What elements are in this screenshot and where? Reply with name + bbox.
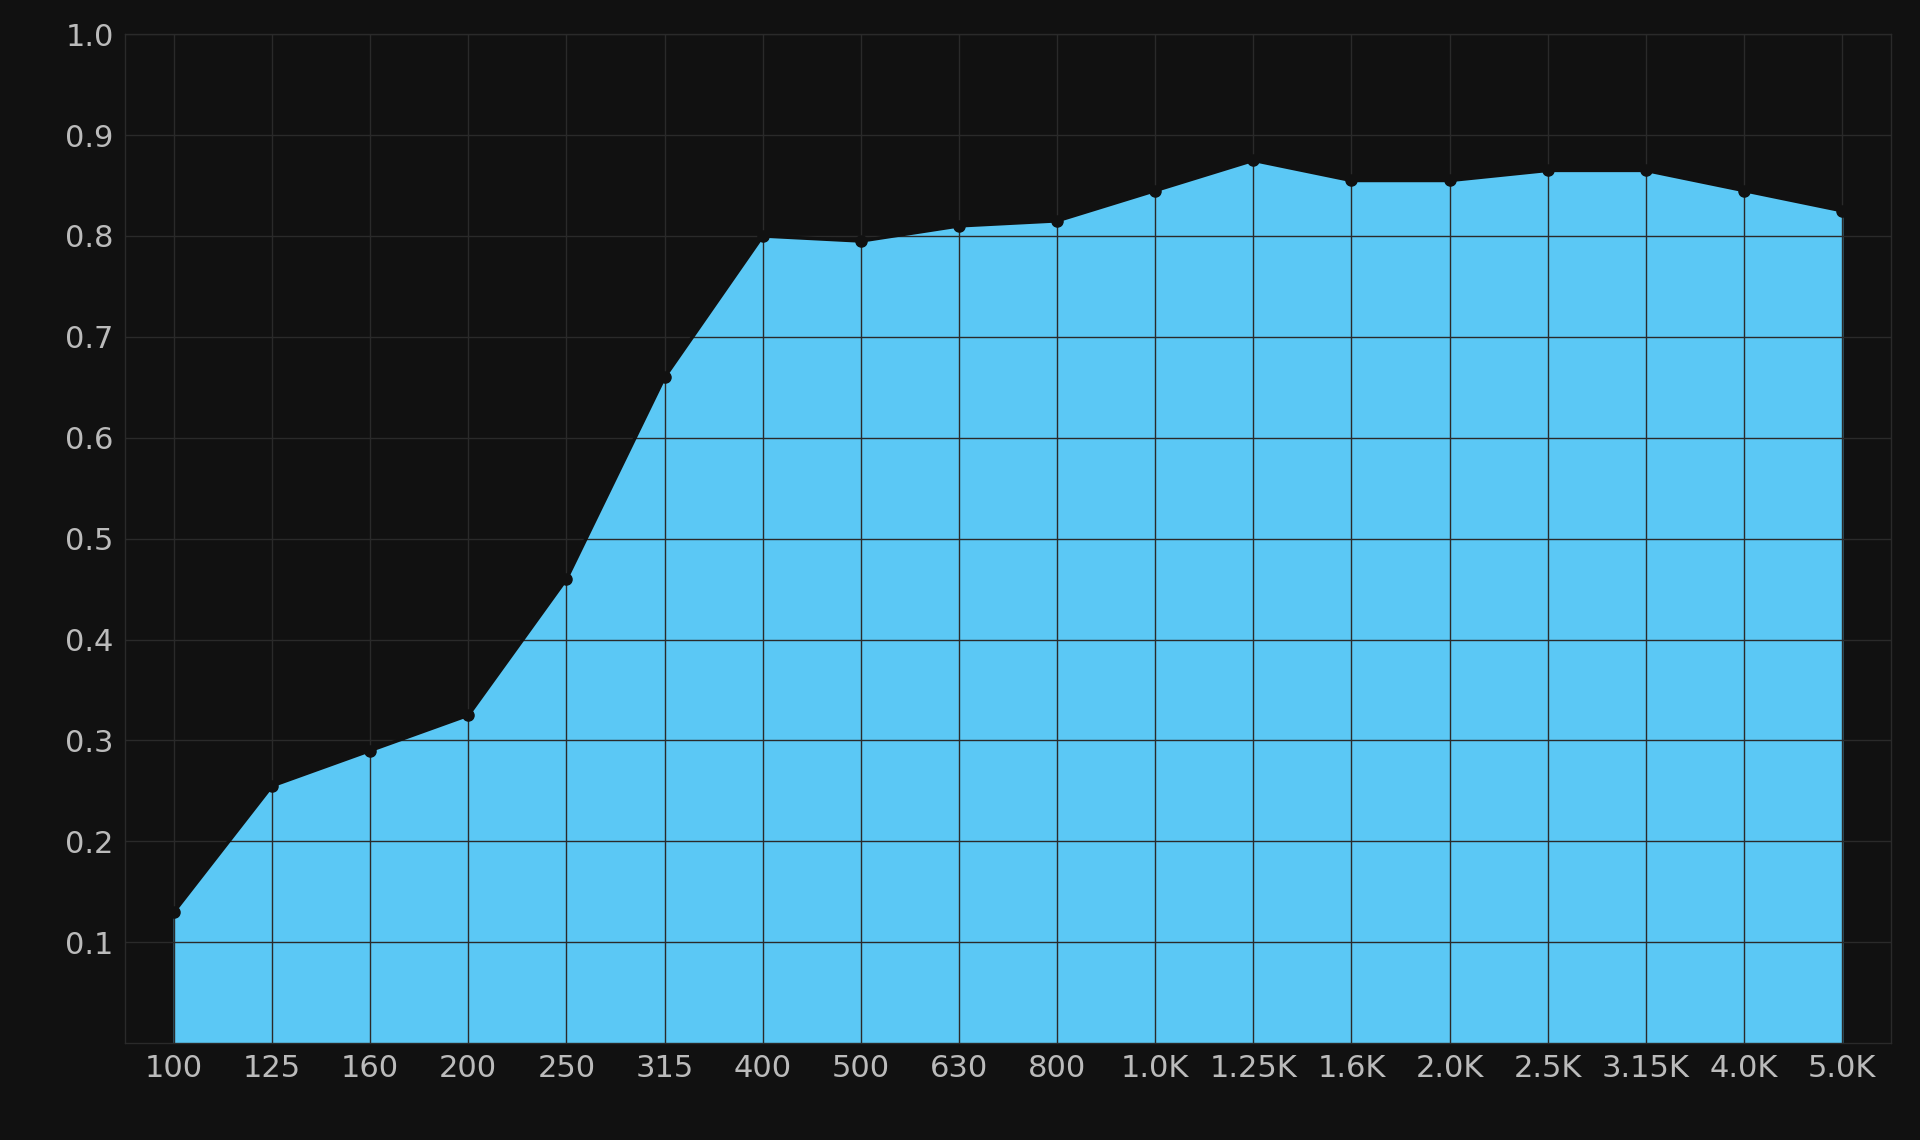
Point	[845, 231, 876, 250]
Point	[1728, 181, 1759, 199]
Point	[1238, 152, 1269, 170]
Point	[1434, 171, 1465, 189]
Point	[943, 217, 973, 235]
Point	[453, 706, 484, 724]
Point	[1630, 161, 1661, 179]
Point	[257, 776, 288, 795]
Point	[355, 741, 386, 759]
Point	[747, 227, 778, 245]
Point	[1826, 202, 1857, 220]
Point	[1336, 171, 1367, 189]
Point	[1140, 181, 1171, 199]
Point	[159, 903, 190, 921]
Point	[1532, 161, 1563, 179]
Point	[551, 570, 582, 588]
Point	[649, 368, 680, 386]
Point	[1043, 212, 1073, 230]
